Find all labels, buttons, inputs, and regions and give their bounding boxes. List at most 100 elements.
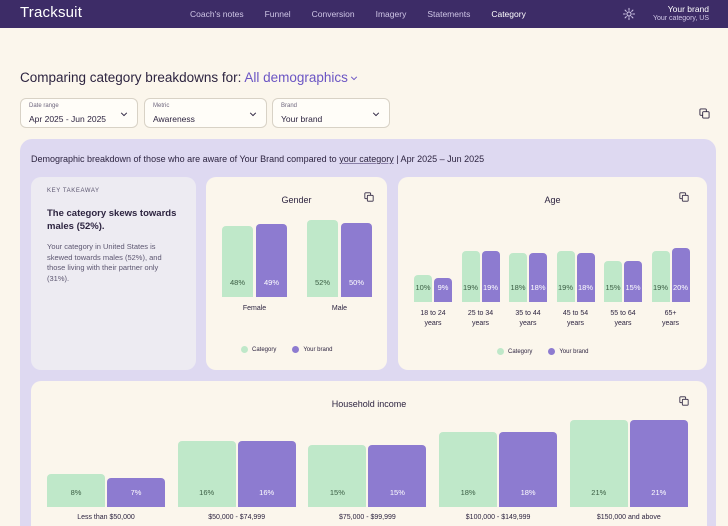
key-takeaway-label: KEY TAKEAWAY [47, 188, 100, 194]
copy-icon[interactable] [679, 192, 689, 202]
copy-icon[interactable] [679, 396, 689, 406]
x-axis-label: 35 to 44 years [489, 309, 567, 329]
x-axis-label-line: years [424, 320, 442, 327]
bar-value-label: 9% [437, 283, 449, 292]
bar-value-label: 18% [530, 283, 546, 292]
brand-bar[interactable]: 18% [576, 253, 595, 302]
x-axis-label-line: $75,000 - $99,999 [338, 514, 396, 521]
x-axis-label-line: Female [242, 305, 267, 312]
bar-value-label: 16% [199, 488, 215, 497]
x-axis-label-line: 65+ [664, 310, 677, 317]
category-bar[interactable]: 18% [439, 432, 498, 507]
gear-icon[interactable] [622, 7, 636, 21]
x-axis-label-line: $100,000 - $149,999 [465, 514, 531, 521]
bar-value-label: 15% [625, 283, 641, 292]
brand-bar[interactable]: 20% [671, 248, 690, 302]
panel-title-period: | Apr 2025 – Jun 2025 [393, 154, 485, 164]
x-axis-label-line: years [566, 320, 585, 327]
legend-category-label: Category [252, 346, 277, 353]
x-axis-label-line: $150,000 and above [596, 514, 661, 521]
panel-title: Demographic breakdown of those who are a… [31, 154, 484, 164]
brand-bar[interactable]: 18% [529, 253, 547, 302]
nav-conversion[interactable]: Conversion [311, 9, 355, 19]
category-bar[interactable]: 19% [461, 251, 480, 302]
brand-bar[interactable]: 49% [256, 224, 287, 297]
nav-category[interactable]: Category [491, 9, 526, 19]
legend-category: Category [497, 348, 532, 355]
copy-icon[interactable] [364, 192, 374, 202]
category-bar[interactable]: 21% [569, 420, 628, 507]
bar-value-label: 19% [652, 283, 668, 292]
legend-brand-label: Your brand [303, 346, 333, 353]
category-bar[interactable]: 19% [651, 251, 670, 302]
bar-value-label: 19% [557, 283, 573, 292]
x-axis-label-line: $50,000 - $74,999 [208, 514, 266, 521]
category-bar[interactable]: 15% [604, 261, 622, 302]
x-axis-label: 45 to 54 years [537, 309, 615, 329]
category-bar[interactable]: 8% [47, 474, 105, 507]
x-axis-label: 25 to 34 years [442, 309, 520, 329]
demographics-selector[interactable]: All demographics [244, 70, 358, 85]
brand-switcher[interactable]: Your brand Your category, US [653, 4, 709, 24]
brand-bar[interactable]: 19% [481, 251, 500, 302]
bar-value-label: 18% [577, 283, 593, 292]
category-swatch [497, 348, 504, 355]
key-takeaway-card: KEY TAKEAWAY The category skews towards … [31, 177, 196, 370]
brand-bar[interactable]: 50% [341, 223, 372, 297]
category-swatch [241, 346, 248, 353]
legend-category-label: Category [508, 348, 533, 355]
brand-bar[interactable]: 15% [368, 445, 427, 507]
nav-funnel[interactable]: Funnel [264, 9, 291, 19]
logo[interactable]: Tracksuit [20, 4, 83, 21]
legend-brand: Your brand [292, 346, 333, 353]
x-axis-label: $100,000 - $149,999 [419, 513, 577, 523]
chevron-down-icon [372, 112, 380, 117]
brand-swatch [548, 348, 556, 355]
brand-bar[interactable]: 7% [107, 478, 165, 507]
bar-value-label: 15% [605, 283, 621, 292]
bar-value-label: 21% [591, 488, 607, 497]
income-chart-title: Household income [331, 399, 407, 409]
page-title-prefix: Comparing category breakdowns for: [20, 70, 242, 85]
brand-bar[interactable]: 16% [237, 441, 296, 507]
category-bar[interactable]: 15% [308, 445, 367, 507]
metric-label: Metric [153, 103, 170, 109]
x-axis-label-line: 18 to 24 [420, 310, 446, 317]
x-axis-label-line: years [471, 320, 490, 327]
brand-value: Your brand [281, 114, 323, 124]
bar-value-label: 15% [329, 488, 345, 497]
category-bar[interactable]: 19% [556, 251, 575, 302]
brand-bar[interactable]: 9% [434, 278, 452, 302]
nav-coaches-notes[interactable]: Coach's notes [190, 9, 244, 19]
age-chart-title: Age [544, 195, 561, 205]
category-bar[interactable]: 52% [307, 220, 338, 297]
x-axis-label-line: years [614, 320, 632, 327]
category-bar[interactable]: 16% [177, 441, 236, 507]
category-bar[interactable]: 10% [414, 275, 432, 302]
brand-label: Brand [281, 103, 298, 109]
bar-value-label: 8% [70, 488, 82, 497]
demographics-selector-label: All demographics [244, 70, 348, 85]
nav-statements[interactable]: Statements [427, 9, 471, 19]
x-axis-label: $75,000 - $99,999 [288, 513, 446, 523]
category-bar[interactable]: 48% [222, 226, 253, 297]
brand-select[interactable]: Brand Your brand [272, 98, 390, 128]
brand-bar[interactable]: 21% [629, 420, 688, 507]
x-axis-label: Male [287, 304, 392, 314]
bar-value-label: 7% [130, 488, 142, 497]
key-takeaway-headline: The category skews towards males (52%). [47, 208, 177, 232]
copy-icon[interactable] [699, 108, 710, 119]
date-range-select[interactable]: Date range Apr 2025 - Jun 2025 [20, 98, 138, 128]
legend-brand-label: Your brand [559, 348, 589, 355]
metric-select[interactable]: Metric Awareness [144, 98, 267, 128]
bar-value-label: 48% [229, 278, 245, 287]
x-axis-label-line: Less than $50,000 [77, 514, 135, 521]
panel-title-text: Demographic breakdown of those who are a… [31, 154, 340, 164]
your-category-link[interactable]: your category [339, 154, 394, 164]
brand-bar[interactable]: 15% [624, 261, 642, 302]
brand-bar[interactable]: 18% [499, 432, 558, 507]
brand-category: Your category, US [652, 15, 709, 22]
category-bar[interactable]: 18% [509, 253, 527, 302]
nav-imagery[interactable]: Imagery [375, 9, 407, 19]
x-axis-label-line: years [661, 320, 680, 327]
